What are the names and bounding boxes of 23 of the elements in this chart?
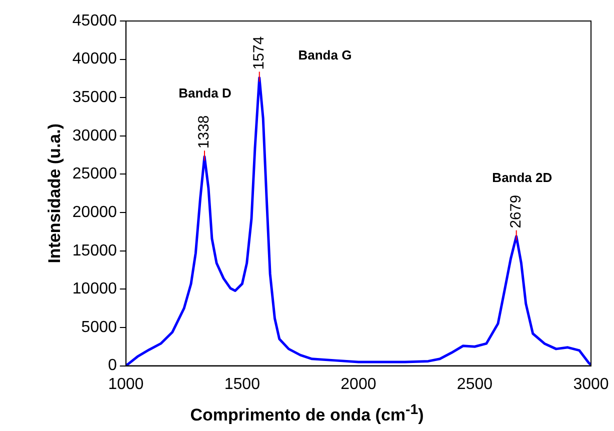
annotation: 1574 <box>250 36 268 70</box>
y-tick-label: 45000 <box>72 12 117 30</box>
annotation: 2679 <box>507 194 524 228</box>
y-tick-label: 0 <box>108 357 117 374</box>
annotation: Banda G <box>298 48 352 63</box>
x-tick-label: 1500 <box>224 376 260 393</box>
y-tick-label: 20000 <box>72 204 117 221</box>
x-axis-title: Comprimento de onda (cm$^{-1}$) <box>189 402 425 426</box>
y-tick-label: 10000 <box>72 280 117 298</box>
y-tick-label: 30000 <box>72 127 117 144</box>
y-tick-label: 15000 <box>72 242 117 260</box>
y-tick-label: 25000 <box>72 166 117 183</box>
x-tick-label: 2000 <box>340 376 376 393</box>
x-tick-label: 2500 <box>456 376 493 393</box>
y-tick-label: 40000 <box>72 50 117 68</box>
annotation: 1338 <box>196 115 213 149</box>
annotation: Banda 2D <box>492 170 552 185</box>
y-tick-label: 5000 <box>81 318 117 336</box>
annotation: Banda D <box>178 86 232 101</box>
y-axis-title: Intensidade (u.a.) <box>44 124 64 264</box>
x-tick-label: 1000 <box>108 376 144 393</box>
x-tick-label: 3000 <box>573 376 609 393</box>
y-tick-label: 35000 <box>72 89 117 106</box>
